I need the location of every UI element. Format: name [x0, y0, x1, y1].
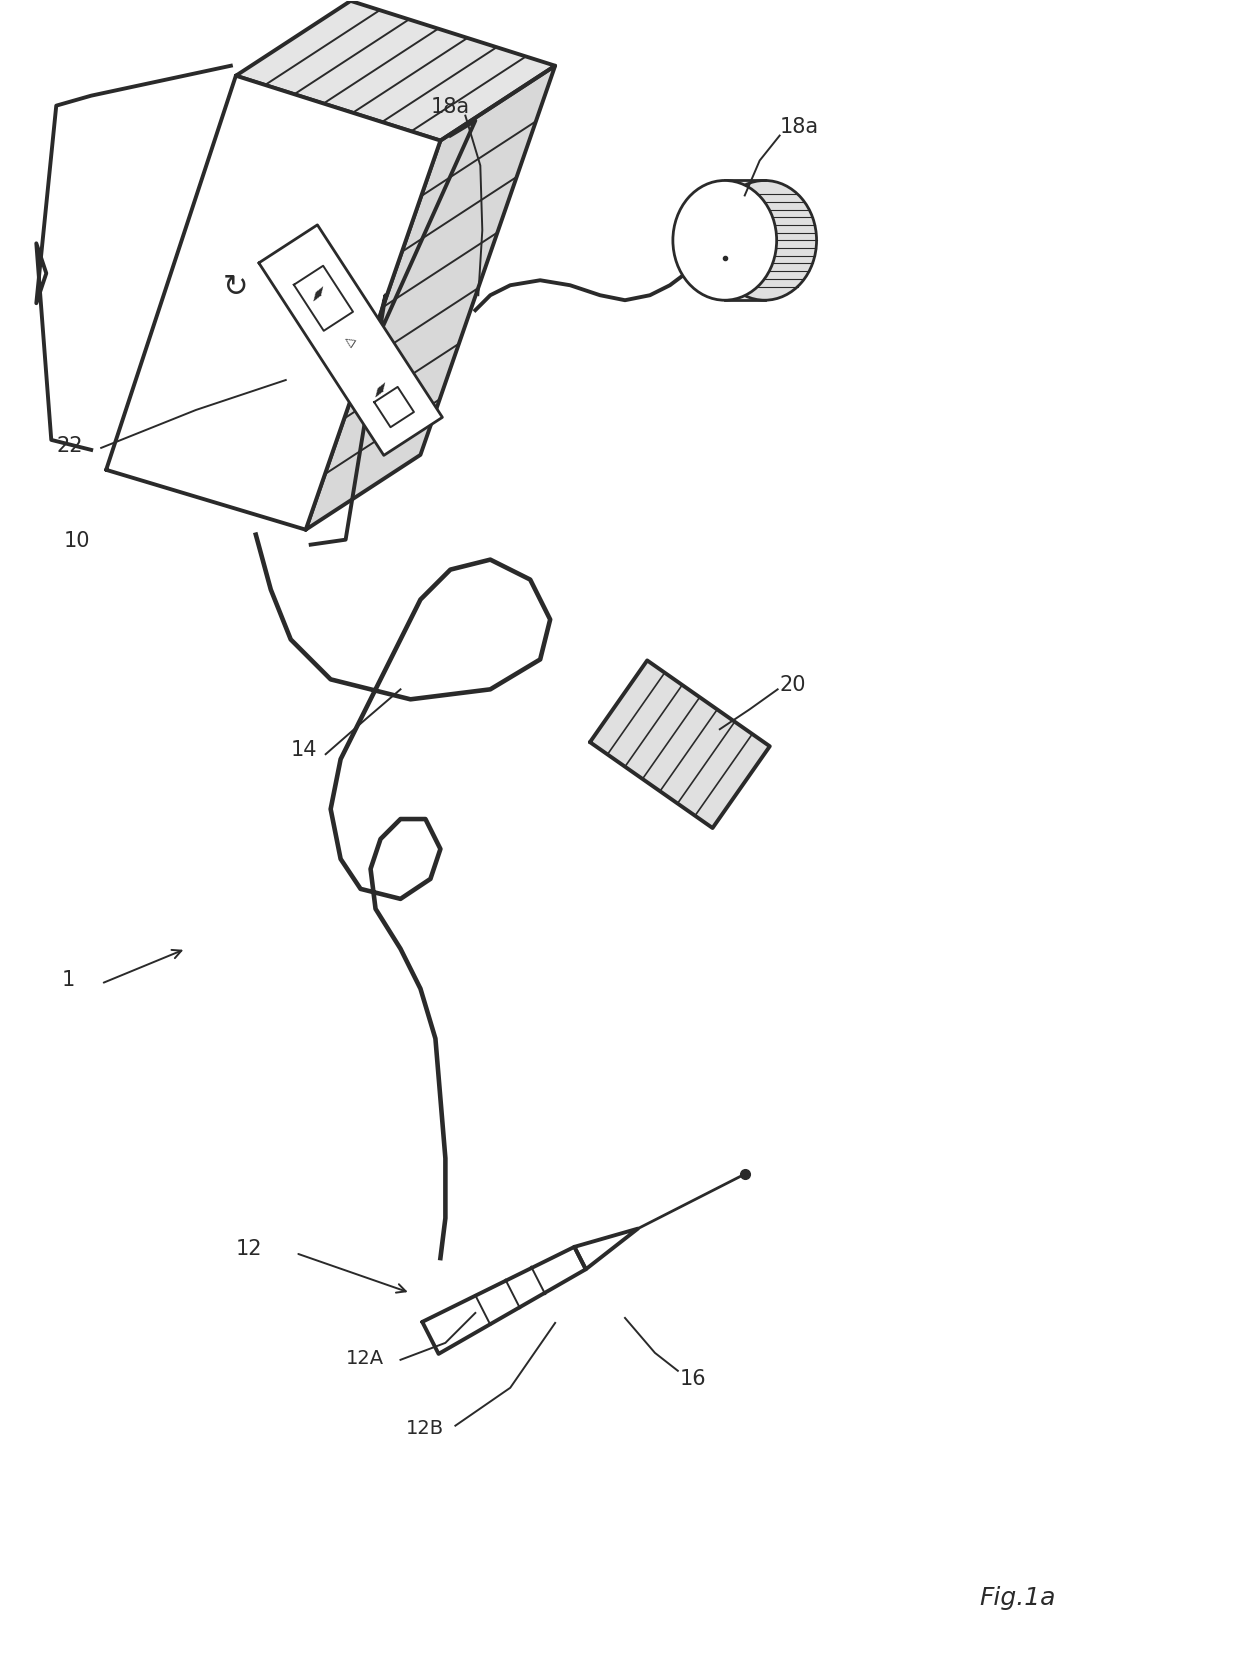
Ellipse shape: [713, 181, 817, 301]
Ellipse shape: [673, 181, 776, 301]
Text: 18a: 18a: [430, 96, 470, 116]
Text: 18a: 18a: [780, 116, 818, 136]
Text: 22: 22: [56, 435, 83, 455]
Text: 20: 20: [780, 675, 806, 696]
Text: 1: 1: [61, 969, 74, 990]
Polygon shape: [107, 77, 440, 531]
Polygon shape: [259, 225, 443, 455]
Polygon shape: [673, 181, 765, 301]
Text: 16: 16: [680, 1368, 707, 1388]
Polygon shape: [574, 1228, 637, 1270]
Text: 12A: 12A: [346, 1349, 383, 1368]
Text: 14: 14: [290, 739, 317, 759]
Polygon shape: [306, 67, 556, 531]
Polygon shape: [423, 1247, 585, 1354]
Text: 12: 12: [236, 1238, 263, 1258]
Text: ◄►: ◄►: [371, 378, 393, 400]
Polygon shape: [374, 388, 414, 428]
Text: 10: 10: [63, 531, 89, 551]
Text: 12B: 12B: [405, 1418, 444, 1438]
Text: $\circlearrowright$: $\circlearrowright$: [217, 270, 247, 299]
Text: Fig.1a: Fig.1a: [980, 1586, 1055, 1609]
Polygon shape: [294, 267, 353, 331]
Text: △: △: [342, 333, 358, 348]
Polygon shape: [590, 660, 770, 828]
Text: ◄►: ◄►: [309, 281, 330, 304]
Polygon shape: [236, 2, 556, 141]
